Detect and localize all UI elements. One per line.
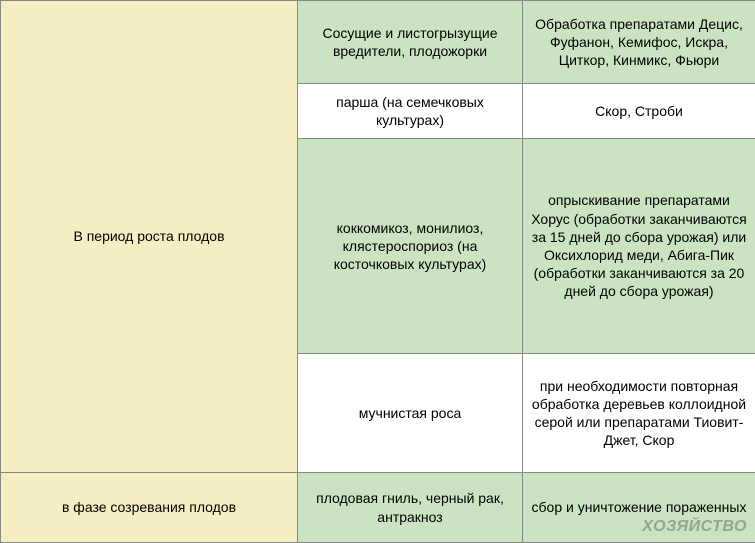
treatment-cell: опрыскивание препаратами Хорус (обработк…	[523, 139, 755, 354]
pest-cell: плодовая гниль, черный рак, антракноз	[298, 473, 523, 543]
pest-cell: Сосущие и листогрызущие вредители, плодо…	[298, 1, 523, 84]
pest-cell: мучнистая роса	[298, 354, 523, 473]
table-row: В период роста плодов Сосущие и листогры…	[1, 1, 755, 84]
phase-cell: в фазе созревания плодов	[1, 473, 298, 543]
treatment-cell: при необходимости повторная обработка де…	[523, 354, 755, 473]
treatment-cell: сбор и уничтожение пораженных	[523, 473, 755, 543]
phase-cell: В период роста плодов	[1, 1, 298, 473]
treatment-cell: Скор, Строби	[523, 84, 755, 139]
pest-cell: парша (на семечковых культурах)	[298, 84, 523, 139]
table-row: в фазе созревания плодов плодовая гниль,…	[1, 473, 755, 543]
treatment-table: В период роста плодов Сосущие и листогры…	[0, 0, 755, 543]
treatment-cell: Обработка препаратами Децис, Фуфанон, Ке…	[523, 1, 755, 84]
pest-cell: коккомикоз, монилиоз, клястероспориоз (н…	[298, 139, 523, 354]
